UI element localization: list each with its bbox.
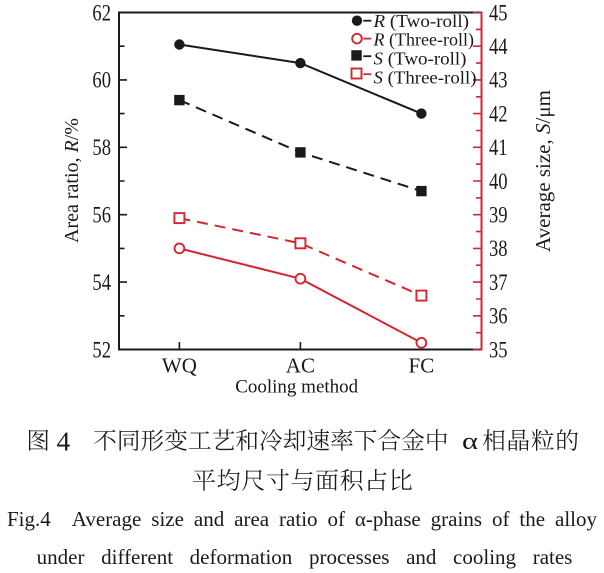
- svg-text:35: 35: [489, 337, 508, 363]
- svg-text:36: 36: [489, 304, 508, 330]
- svg-text:58: 58: [92, 135, 111, 161]
- svg-text:α: α: [462, 429, 479, 455]
- svg-text:AC: AC: [286, 354, 315, 378]
- svg-text:44: 44: [489, 34, 508, 60]
- svg-text:62: 62: [92, 0, 111, 26]
- svg-text:FC: FC: [409, 354, 435, 378]
- svg-text:60: 60: [92, 68, 111, 94]
- svg-text:S (Two-roll): S (Two-roll): [374, 49, 467, 70]
- svg-text:37: 37: [489, 270, 508, 296]
- svg-text:41: 41: [489, 135, 508, 161]
- svg-text:39: 39: [489, 203, 508, 229]
- svg-text:WQ: WQ: [162, 354, 197, 378]
- svg-text:Average size, S/μm: Average size, S/μm: [531, 90, 555, 252]
- svg-text:45: 45: [489, 0, 508, 26]
- svg-text:52: 52: [92, 337, 111, 363]
- svg-text:Cooling method: Cooling method: [235, 377, 358, 398]
- svg-text:56: 56: [92, 203, 111, 229]
- svg-text:40: 40: [489, 169, 508, 195]
- svg-text:Area ratio, R/%: Area ratio, R/%: [61, 118, 83, 243]
- svg-text:38: 38: [489, 236, 508, 262]
- svg-text:54: 54: [92, 270, 111, 296]
- svg-text:S (Three-roll): S (Three-roll): [374, 68, 477, 89]
- svg-text:R (Two-roll): R (Two-roll): [372, 11, 469, 32]
- svg-text:43: 43: [489, 68, 508, 94]
- svg-text:R (Three-roll): R (Three-roll): [372, 30, 474, 51]
- svg-text:42: 42: [489, 101, 508, 127]
- svg-text:4: 4: [57, 426, 71, 457]
